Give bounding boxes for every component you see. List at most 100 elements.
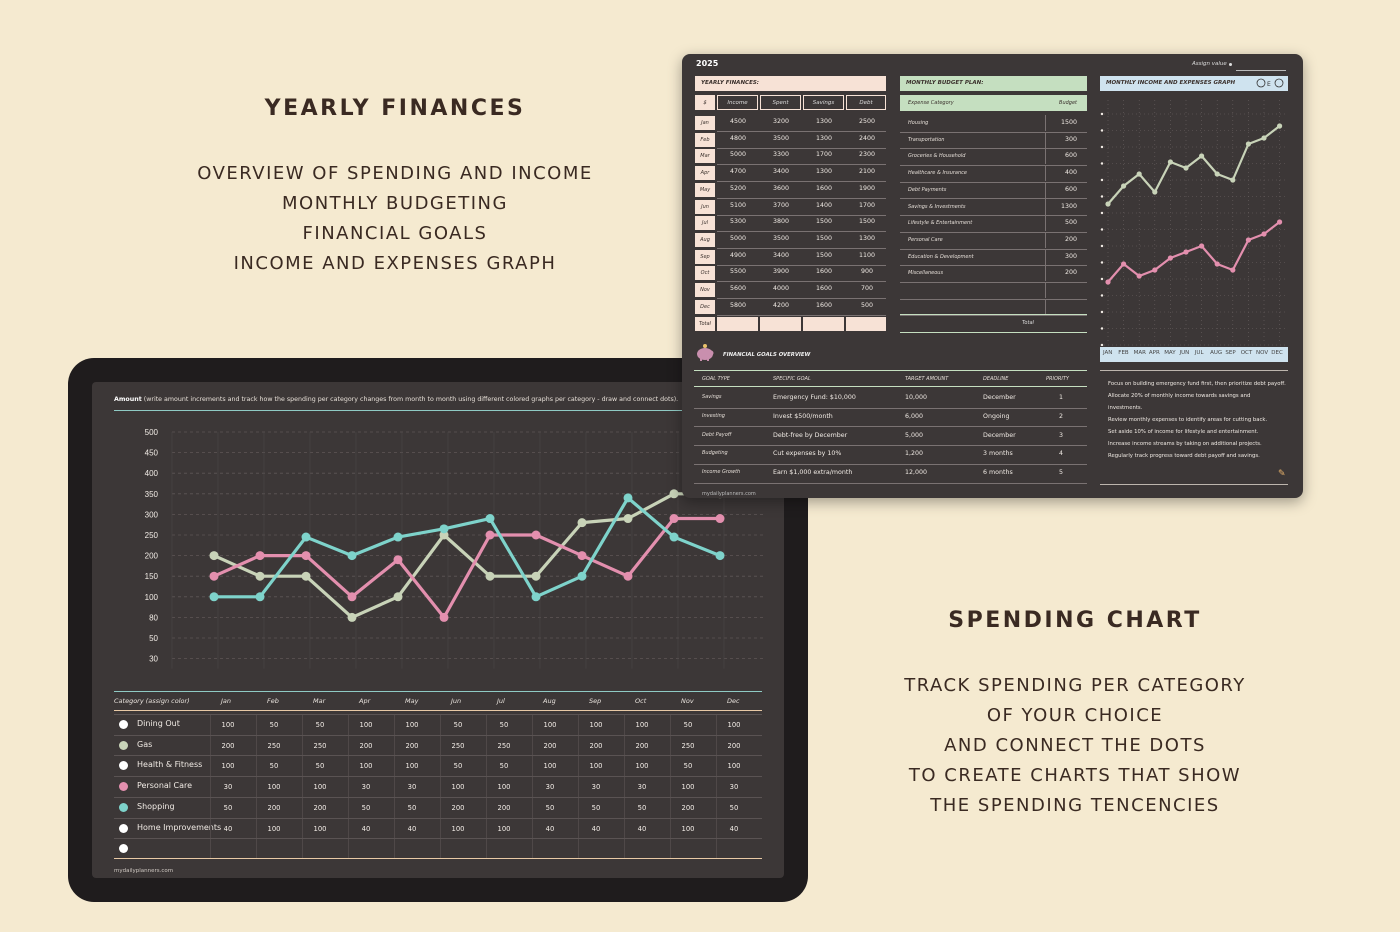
priority[interactable]: 1 [1059,394,1064,401]
category-value[interactable]: 250 [267,741,281,750]
category-value[interactable]: 100 [543,721,557,729]
data-point[interactable] [209,592,219,602]
category-value[interactable]: 200 [497,803,511,812]
data-point[interactable] [531,592,541,602]
data-point[interactable] [1230,267,1236,273]
yearly-savings-value[interactable]: 1500 [815,218,833,226]
category-value[interactable]: 200 [267,803,281,812]
budget-amount[interactable]: 300 [1064,135,1077,143]
yearly-income-value[interactable]: 5100 [729,201,747,209]
data-point[interactable] [1105,201,1111,207]
category-value[interactable]: 50 [453,762,463,771]
category-value[interactable]: 100 [405,762,419,771]
target-amount[interactable]: 6,000 [905,412,924,420]
data-point[interactable] [531,571,541,581]
priority[interactable]: 5 [1059,469,1064,477]
yearly-debt-value[interactable]: 2500 [858,118,876,125]
category-value[interactable]: 50 [269,762,279,771]
data-point[interactable] [255,571,265,581]
budget-category[interactable]: Education & Development [908,253,974,260]
data-point[interactable] [1152,267,1158,273]
category-value[interactable]: 100 [221,762,235,771]
category-value[interactable]: 100 [359,721,373,729]
goal-type[interactable]: Savings [702,394,722,400]
category-value[interactable]: 40 [591,824,601,833]
deadline[interactable]: 6 months [983,469,1013,477]
color-dot[interactable] [119,802,128,812]
data-point[interactable] [393,592,403,602]
data-point[interactable] [255,592,265,602]
category-value[interactable]: 40 [223,824,233,833]
yearly-savings-value[interactable]: 1500 [815,251,833,259]
yearly-savings-value[interactable]: 1600 [815,301,833,309]
category-value[interactable]: 200 [221,741,235,750]
data-point[interactable] [347,592,357,602]
yearly-debt-value[interactable]: 1900 [858,184,876,192]
category-value[interactable]: 200 [635,741,649,750]
goal-type[interactable]: Income Growth [702,469,741,476]
yearly-income-value[interactable]: 5600 [729,285,747,292]
yearly-spent-value[interactable]: 3400 [772,251,790,259]
category-value[interactable]: 200 [405,741,419,750]
data-point[interactable] [577,571,587,581]
yearly-debt-value[interactable]: 500 [860,301,874,309]
category-value[interactable]: 50 [315,721,325,729]
budget-category[interactable]: Miscellaneous [908,270,944,277]
category-value[interactable]: 100 [405,721,419,729]
category-value[interactable]: 250 [681,741,695,750]
yearly-debt-value[interactable]: 900 [860,268,874,276]
category-value[interactable]: 100 [313,783,327,792]
category-value[interactable]: 50 [729,803,739,812]
yearly-spent-value[interactable]: 4000 [772,285,790,292]
color-dot[interactable] [119,720,128,729]
category-value[interactable]: 100 [221,721,235,729]
category-value[interactable]: 50 [591,803,601,812]
yearly-debt-value[interactable]: 2400 [858,134,876,142]
graph-notes[interactable]: Focus on building emergency fund first, … [1108,378,1286,462]
data-point[interactable] [1183,165,1189,171]
specific-goal[interactable]: Earn $1,000 extra/month [773,469,853,477]
specific-goal[interactable]: Debt-free by December [773,431,848,439]
budget-category[interactable]: Lifestyle & Entertainment [908,220,973,227]
data-point[interactable] [1261,135,1267,141]
yearly-income-value[interactable]: 4700 [729,168,747,176]
spending-line-chart[interactable]: 500 450 400 350 300 250 200 150 100 80 50 30 [92,414,784,684]
yearly-spent-value[interactable]: 3500 [772,234,790,242]
target-amount[interactable]: 5,000 [905,431,924,439]
yearly-income-value[interactable]: 5300 [729,218,747,226]
data-point[interactable] [1167,159,1173,165]
category-value[interactable]: 100 [267,783,281,792]
data-point[interactable] [669,514,679,524]
budget-amount[interactable]: 300 [1064,252,1077,260]
data-point[interactable] [485,571,495,581]
goal-type[interactable]: Budgeting [702,450,728,457]
yearly-debt-value[interactable]: 1300 [858,234,876,242]
category-value[interactable]: 40 [729,824,739,833]
category-value[interactable]: 100 [267,824,281,833]
total-debt-field[interactable] [846,317,886,331]
yearly-debt-value[interactable]: 1100 [858,251,876,259]
specific-goal[interactable]: Emergency Fund: $10,000 [773,394,856,401]
yearly-debt-value[interactable]: 700 [860,285,874,292]
total-savings-field[interactable] [803,317,844,331]
assign-value-field[interactable] [1236,70,1286,71]
priority[interactable]: 2 [1059,412,1064,420]
data-point[interactable] [623,493,633,503]
data-point[interactable] [301,551,311,561]
data-point[interactable] [301,571,311,581]
data-point[interactable] [577,518,587,528]
total-income-field[interactable] [717,317,758,331]
yearly-savings-value[interactable]: 1300 [815,118,833,125]
data-point[interactable] [1214,261,1220,267]
category-value[interactable]: 50 [407,803,417,812]
color-dot[interactable] [119,844,128,854]
category-value[interactable]: 30 [591,783,601,792]
data-point[interactable] [715,514,725,524]
category-value[interactable]: 40 [637,824,647,833]
target-amount[interactable]: 12,000 [905,469,928,477]
target-amount[interactable]: 10,000 [905,394,928,401]
data-point[interactable] [1105,279,1111,285]
data-point[interactable] [1136,171,1142,177]
category-value[interactable]: 100 [635,762,649,771]
budget-category[interactable]: Housing [908,120,929,126]
